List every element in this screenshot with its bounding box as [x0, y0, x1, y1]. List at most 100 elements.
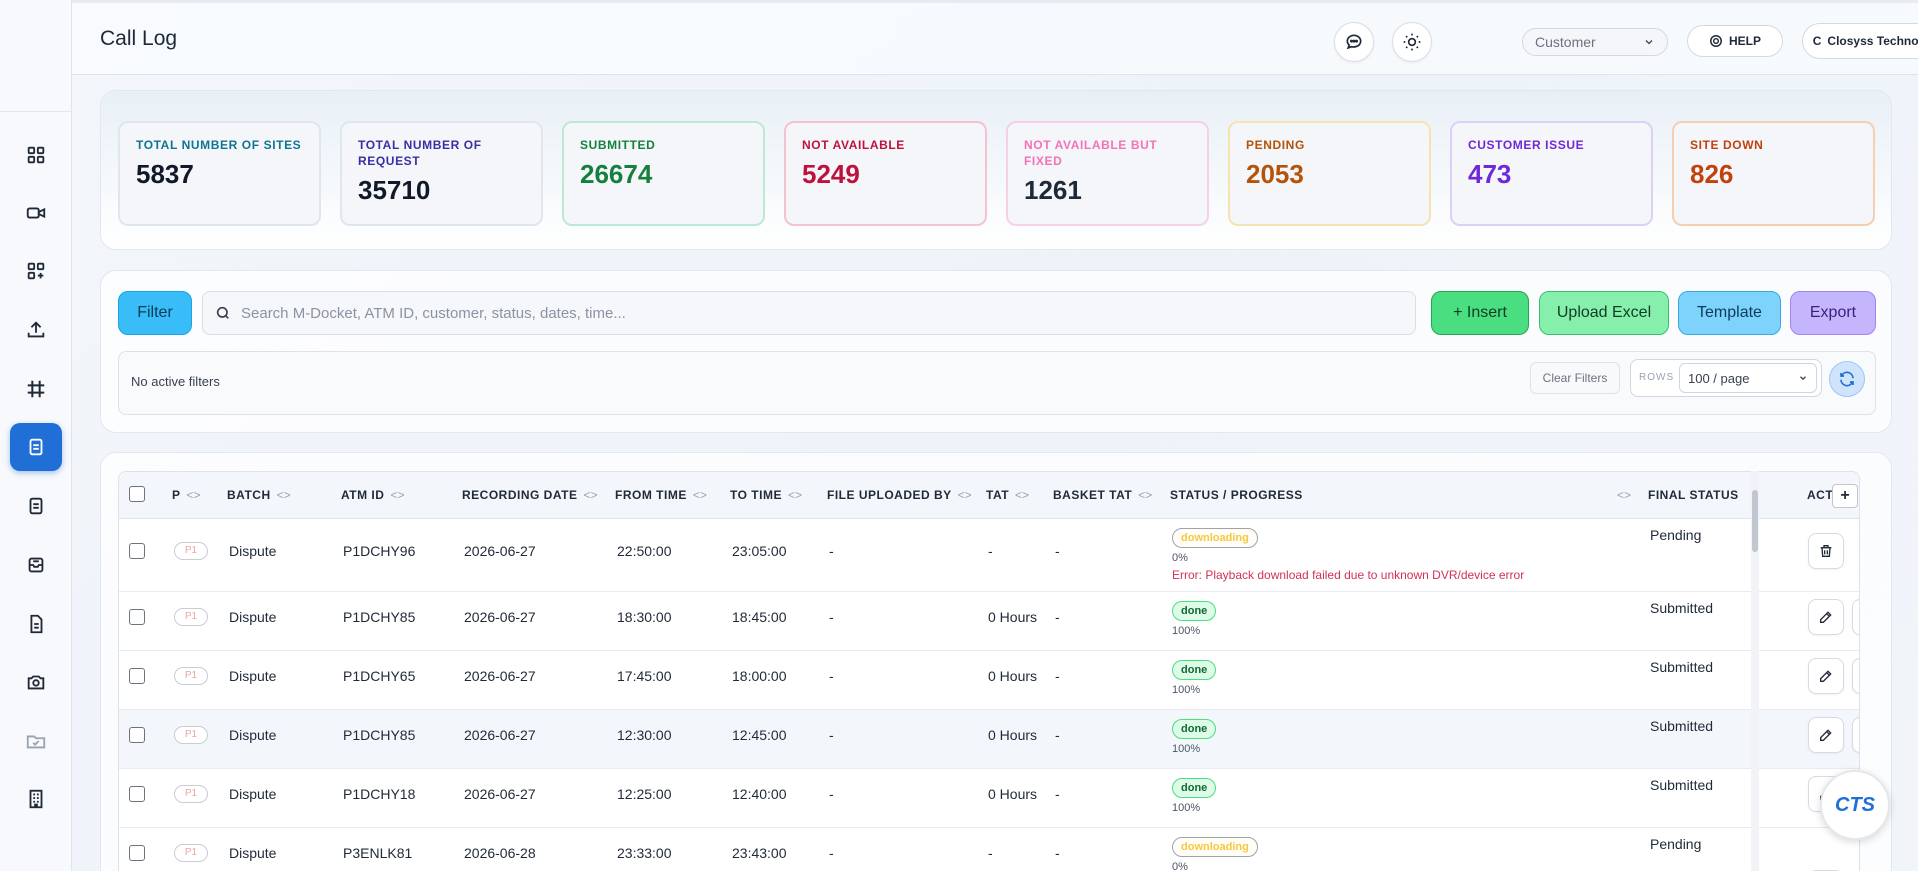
row-checkbox[interactable]	[129, 786, 145, 802]
stat-card: TOTAL NUMBER OF REQUEST 35710	[340, 121, 543, 226]
batch-cell: Dispute	[229, 845, 277, 861]
camera-icon[interactable]	[10, 658, 62, 706]
sort-icon[interactable]: <>	[957, 488, 972, 502]
company-menu-button[interactable]: C Closyss Technologies	[1802, 23, 1918, 59]
more-action-button[interactable]	[1852, 658, 1859, 694]
row-checkbox[interactable]	[129, 609, 145, 625]
cts-logo-badge[interactable]: CTS	[1820, 770, 1890, 840]
table-scrollbar[interactable]	[1751, 471, 1759, 871]
search-input[interactable]	[241, 304, 1401, 322]
recording-date-cell: 2026-06-27	[464, 668, 536, 684]
clear-filters-button[interactable]: Clear Filters	[1530, 362, 1620, 394]
table-row[interactable]: P1 Dispute P1DCHY65 2026-06-27 17:45:00 18:00…	[119, 651, 1859, 710]
column-header[interactable]: RECORDING DATE <>	[462, 488, 597, 502]
atm-id-cell: P1DCHY18	[343, 786, 416, 802]
stat-label: CUSTOMER ISSUE	[1468, 138, 1585, 152]
search-box[interactable]	[202, 291, 1416, 335]
edit-button[interactable]	[1808, 717, 1844, 753]
tat-cell: 0 Hours	[988, 727, 1038, 743]
upload-excel-button[interactable]: Upload Excel	[1539, 291, 1669, 335]
call-log-icon[interactable]	[10, 423, 62, 471]
edit-icon	[1820, 670, 1832, 682]
atm-id-cell: P3ENLK81	[343, 845, 413, 861]
template-button[interactable]: Template	[1678, 291, 1781, 335]
table-row[interactable]: P1 Dispute P1DCHY18 2026-06-27 12:25:00 12:40…	[119, 769, 1859, 828]
export-button[interactable]: Export	[1790, 291, 1876, 335]
call-log-table: P <> BATCH <> ATM ID <> RECORDING DATE <> FROM T…	[118, 471, 1860, 871]
column-header[interactable]: STATUS / PROGRESS	[1170, 488, 1303, 502]
hash-grid-icon[interactable]	[10, 365, 62, 413]
no-active-filters-text: No active filters	[131, 374, 220, 389]
stat-label: NOT AVAILABLE BUT FIXED	[1024, 138, 1158, 168]
sort-icon[interactable]: <>	[186, 488, 201, 502]
column-header-label: STATUS / PROGRESS	[1170, 488, 1303, 502]
add-column-button[interactable]: +	[1832, 484, 1858, 508]
rows-per-page-select[interactable]: 100 / page	[1679, 363, 1817, 393]
column-header[interactable]: FILE UPLOADED BY <>	[827, 488, 972, 502]
sort-icon[interactable]: <>	[1617, 488, 1632, 502]
search-icon	[216, 306, 229, 319]
filter-button[interactable]: Filter	[118, 291, 192, 335]
table-scroll-thumb[interactable]	[1752, 490, 1758, 552]
basket-tat-cell: -	[1055, 609, 1060, 625]
sort-icon[interactable]: <>	[390, 488, 405, 502]
document-icon[interactable]	[10, 482, 62, 530]
progress-percent: 100%	[1172, 802, 1201, 814]
row-checkbox[interactable]	[129, 543, 145, 559]
sort-icon[interactable]: <>	[692, 488, 707, 502]
column-header[interactable]: BATCH <>	[227, 488, 291, 502]
progress-percent: 100%	[1172, 684, 1201, 696]
rows-per-page-value: 100 / page	[1688, 370, 1750, 386]
edit-button[interactable]	[1808, 599, 1844, 635]
stat-card: NOT AVAILABLE BUT FIXED 1261	[1006, 121, 1209, 226]
grid-add-icon[interactable]	[10, 247, 62, 295]
chat-button[interactable]	[1334, 22, 1374, 62]
batch-cell: Dispute	[229, 786, 277, 802]
recording-date-cell: 2026-06-27	[464, 727, 536, 743]
sort-icon[interactable]: <>	[583, 488, 598, 502]
stat-card: NOT AVAILABLE 5249	[784, 121, 987, 226]
column-header[interactable]: ACT	[1807, 488, 1833, 502]
delete-button[interactable]	[1808, 533, 1844, 569]
more-action-button[interactable]	[1852, 717, 1859, 753]
batch-cell: Dispute	[229, 668, 277, 684]
stat-label: SITE DOWN	[1690, 138, 1764, 152]
sort-icon[interactable]: <>	[1015, 488, 1030, 502]
stat-label: TOTAL NUMBER OF SITES	[136, 138, 302, 152]
table-row[interactable]: P1 Dispute P3ENLK81 2026-06-28 23:33:00 23:43…	[119, 828, 1859, 871]
table-row[interactable]: P1 Dispute P1DCHY85 2026-06-27 18:30:00 18:45…	[119, 592, 1859, 651]
error-message: Error: Playback download failed due to u…	[1172, 568, 1525, 582]
sort-icon[interactable]: <>	[787, 488, 802, 502]
dashboard-grid-icon[interactable]	[10, 131, 62, 179]
column-header[interactable]: FROM TIME <>	[615, 488, 707, 502]
insert-button[interactable]: + Insert	[1431, 291, 1529, 335]
upload-icon[interactable]	[10, 306, 62, 354]
folder-check-icon[interactable]	[10, 717, 62, 765]
sort-icon[interactable]: <>	[1138, 488, 1153, 502]
column-header[interactable]: P <>	[172, 488, 201, 502]
video-camera-icon[interactable]	[10, 189, 62, 237]
more-action-button[interactable]	[1852, 599, 1859, 635]
table-row[interactable]: P1 Dispute P1DCHY85 2026-06-27 12:30:00 12:45…	[119, 710, 1859, 769]
row-checkbox[interactable]	[129, 727, 145, 743]
edit-button[interactable]	[1808, 658, 1844, 694]
customer-select[interactable]: Customer	[1522, 28, 1668, 56]
row-checkbox[interactable]	[129, 668, 145, 684]
theme-toggle-button[interactable]	[1392, 22, 1432, 62]
column-header[interactable]: BASKET TAT <>	[1053, 488, 1152, 502]
building-icon[interactable]	[10, 775, 62, 823]
column-header[interactable]: FINAL STATUS	[1648, 488, 1739, 502]
column-header[interactable]: ATM ID <>	[341, 488, 404, 502]
sort-icon[interactable]: <>	[276, 488, 291, 502]
select-all-checkbox[interactable]	[129, 486, 145, 502]
atm-id-cell: P1DCHY65	[343, 668, 416, 684]
table-header: P <> BATCH <> ATM ID <> RECORDING DATE <> FROM T…	[119, 472, 1859, 519]
file-text-icon[interactable]	[10, 600, 62, 648]
refresh-button[interactable]	[1829, 361, 1865, 397]
inbox-icon[interactable]	[10, 541, 62, 589]
table-row[interactable]: P1 Dispute P1DCHY96 2026-06-27 22:50:00 23:05…	[119, 519, 1859, 592]
column-header[interactable]: TO TIME <>	[730, 488, 802, 502]
row-checkbox[interactable]	[129, 845, 145, 861]
help-button[interactable]: HELP	[1687, 25, 1783, 57]
column-header[interactable]: TAT <>	[986, 488, 1029, 502]
